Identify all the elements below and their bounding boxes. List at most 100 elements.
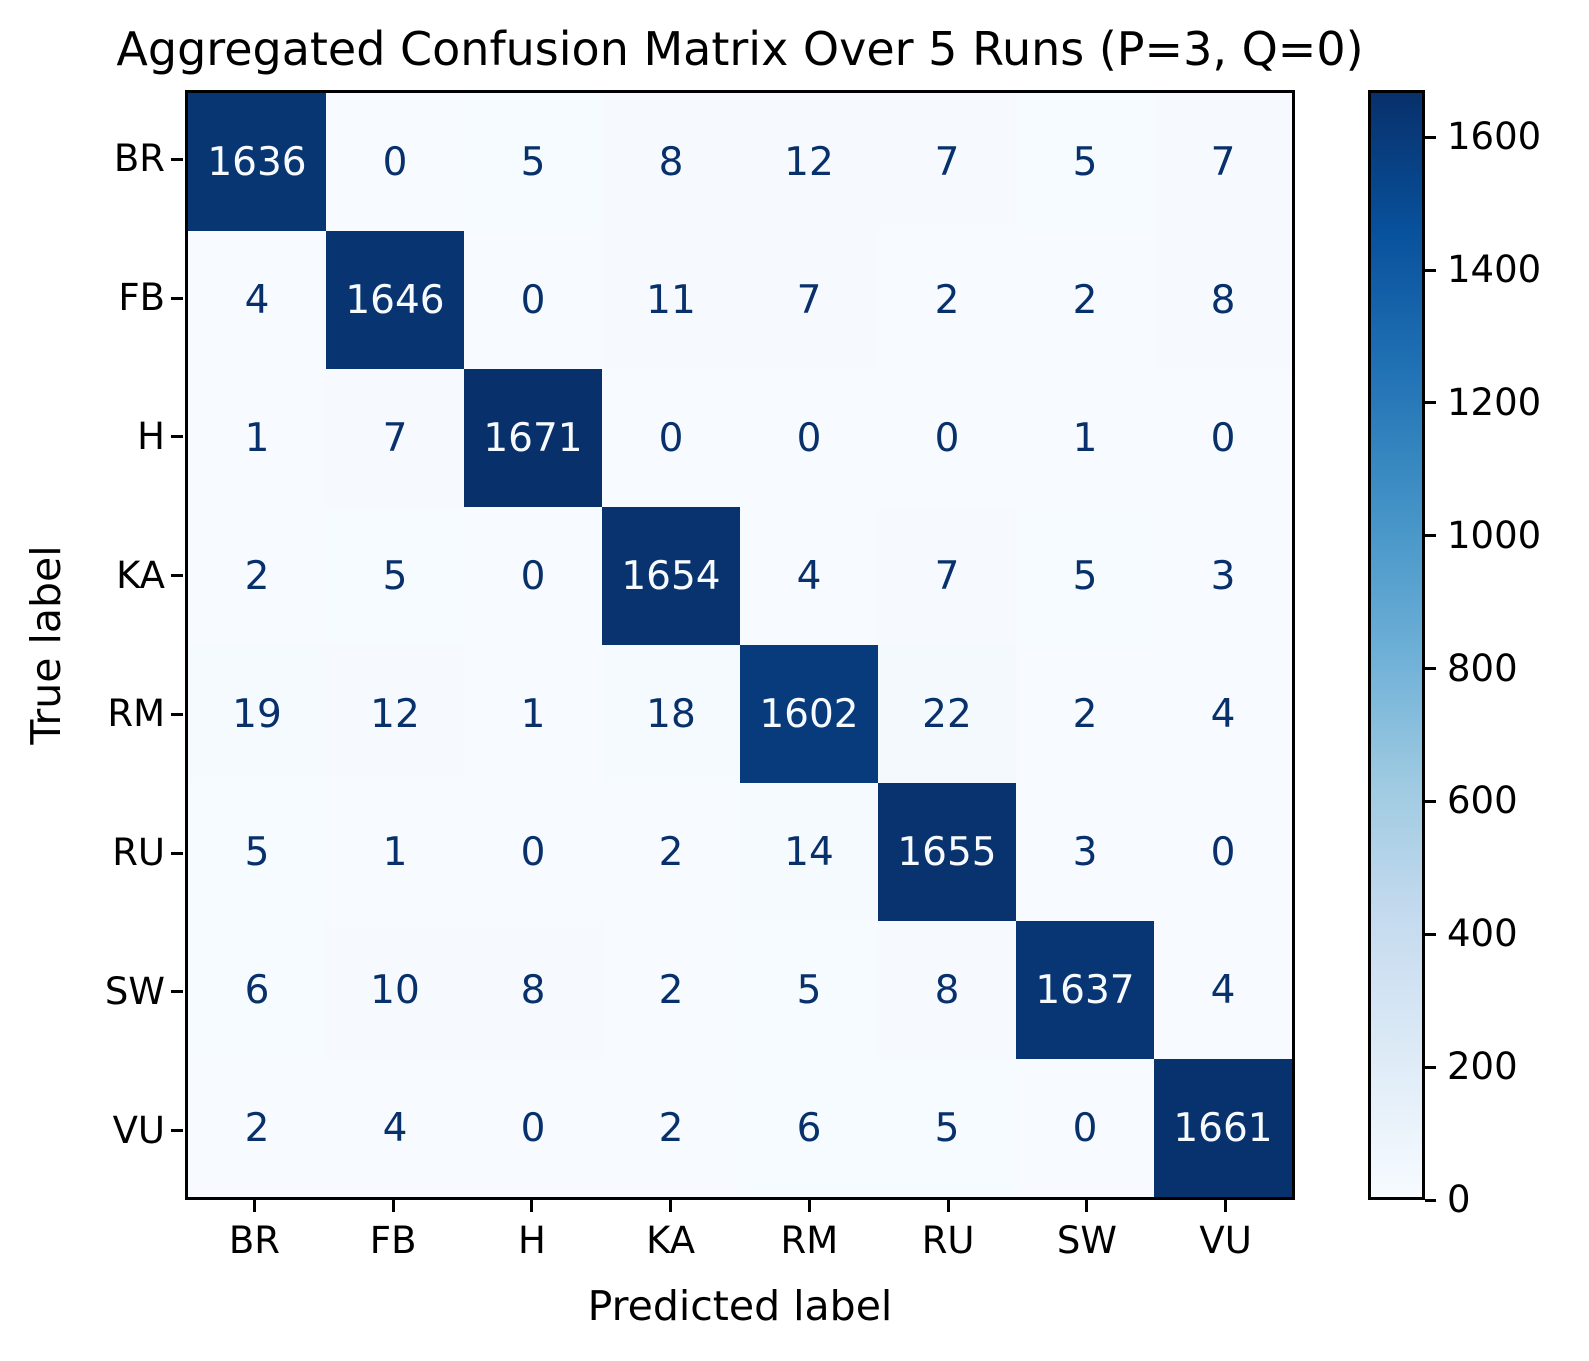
colorbar-tick xyxy=(1425,932,1436,936)
x-tick xyxy=(807,1200,811,1212)
matrix-cell-VU-RM: 6 xyxy=(740,1059,878,1197)
matrix-cell-RU-H: 0 xyxy=(464,783,602,921)
matrix-cell-KA-RU: 7 xyxy=(878,507,1016,645)
colorbar-tick xyxy=(1425,667,1436,671)
matrix-cell-FB-VU: 8 xyxy=(1154,231,1292,369)
matrix-cell-RM-KA: 18 xyxy=(602,645,740,783)
colorbar-tick xyxy=(1425,1198,1436,1202)
y-tick xyxy=(171,296,183,300)
y-tick-label-RU: RU xyxy=(112,831,165,875)
y-axis-label: True label xyxy=(22,545,70,745)
x-tick-label-RM: RM xyxy=(780,1219,839,1262)
matrix-cell-RU-RU: 1655 xyxy=(878,783,1016,921)
matrix-cell-SW-H: 8 xyxy=(464,921,602,1059)
matrix-cell-SW-VU: 4 xyxy=(1154,921,1292,1059)
colorbar-tick-label-0: 0 xyxy=(1447,1178,1471,1221)
matrix-cell-FB-KA: 11 xyxy=(602,231,740,369)
y-tick-label-H: H xyxy=(137,414,165,458)
colorbar-tick-label-400: 400 xyxy=(1447,912,1518,956)
matrix-cell-H-H: 1671 xyxy=(464,369,602,507)
x-tick xyxy=(946,1200,950,1212)
matrix-cell-H-RM: 0 xyxy=(740,369,878,507)
matrix-cell-RM-BR: 19 xyxy=(188,645,326,783)
matrix-cell-RM-RU: 22 xyxy=(878,645,1016,783)
matrix-cell-BR-VU: 7 xyxy=(1154,93,1292,231)
matrix-cell-RU-RM: 14 xyxy=(740,783,878,921)
matrix-cell-VU-RU: 5 xyxy=(878,1059,1016,1197)
y-tick xyxy=(171,435,183,439)
colorbar-tick-label-800: 800 xyxy=(1447,646,1518,690)
matrix-cell-BR-H: 5 xyxy=(464,93,602,231)
matrix-cell-RM-SW: 2 xyxy=(1016,645,1154,783)
x-tick xyxy=(391,1200,395,1212)
matrix-cell-BR-FB: 0 xyxy=(326,93,464,231)
matrix-cell-FB-RU: 2 xyxy=(878,231,1016,369)
x-tick-label-SW: SW xyxy=(1056,1219,1117,1262)
x-tick xyxy=(669,1200,673,1212)
colorbar-tick xyxy=(1425,401,1436,405)
y-tick xyxy=(171,574,183,578)
matrix-cell-SW-RM: 5 xyxy=(740,921,878,1059)
matrix-cell-H-BR: 1 xyxy=(188,369,326,507)
x-axis-label: Predicted label xyxy=(587,1282,893,1330)
matrix-cell-SW-FB: 10 xyxy=(326,921,464,1059)
y-tick-label-FB: FB xyxy=(118,276,165,320)
y-tick-label-SW: SW xyxy=(104,969,165,1013)
colorbar-tick-label-1600: 1600 xyxy=(1447,115,1542,159)
matrix-cell-FB-SW: 2 xyxy=(1016,231,1154,369)
colorbar-tick-label-200: 200 xyxy=(1447,1045,1518,1089)
y-tick xyxy=(171,851,183,855)
matrix-cell-BR-SW: 5 xyxy=(1016,93,1154,231)
matrix-cell-KA-SW: 5 xyxy=(1016,507,1154,645)
matrix-cell-SW-SW: 1637 xyxy=(1016,921,1154,1059)
x-tick-label-KA: KA xyxy=(646,1219,696,1262)
y-tick xyxy=(171,712,183,716)
matrix-cell-VU-VU: 1661 xyxy=(1154,1059,1292,1197)
y-tick-label-VU: VU xyxy=(112,1108,165,1152)
matrix-cell-KA-H: 0 xyxy=(464,507,602,645)
matrix-cell-RM-FB: 12 xyxy=(326,645,464,783)
matrix-cell-RU-BR: 5 xyxy=(188,783,326,921)
colorbar-tick xyxy=(1425,1065,1436,1069)
colorbar-tick xyxy=(1425,534,1436,538)
matrix-cell-KA-BR: 2 xyxy=(188,507,326,645)
x-tick-label-H: H xyxy=(517,1219,546,1262)
matrix-cell-VU-FB: 4 xyxy=(326,1059,464,1197)
colorbar-tick-label-1000: 1000 xyxy=(1447,513,1542,557)
matrix-cell-H-RU: 0 xyxy=(878,369,1016,507)
matrix-cell-H-FB: 7 xyxy=(326,369,464,507)
matrix-cell-RM-H: 1 xyxy=(464,645,602,783)
y-tick xyxy=(171,157,183,161)
colorbar-tick-label-600: 600 xyxy=(1447,779,1518,823)
matrix-cell-BR-RU: 7 xyxy=(878,93,1016,231)
matrix-cell-SW-KA: 2 xyxy=(602,921,740,1059)
matrix-cell-BR-RM: 12 xyxy=(740,93,878,231)
matrix-cell-SW-BR: 6 xyxy=(188,921,326,1059)
y-tick-label-KA: KA xyxy=(116,553,165,597)
y-tick-label-BR: BR xyxy=(113,137,165,181)
matrix-cell-H-SW: 1 xyxy=(1016,369,1154,507)
matrix-cell-FB-BR: 4 xyxy=(188,231,326,369)
y-tick-label-RM: RM xyxy=(107,692,165,736)
matrix-cell-RM-RM: 1602 xyxy=(740,645,878,783)
x-tick xyxy=(252,1200,256,1212)
matrix-cell-RU-KA: 2 xyxy=(602,783,740,921)
heatmap-cells: 1636 0 5 8 12 7 5 7 4 1646 0 11 7 2 2 8 1 7 1671 0 0 0 1 0 2 5 0 16… xyxy=(188,93,1292,1197)
matrix-cell-VU-KA: 2 xyxy=(602,1059,740,1197)
matrix-cell-KA-FB: 5 xyxy=(326,507,464,645)
matrix-cell-BR-BR: 1636 xyxy=(188,93,326,231)
matrix-cell-H-KA: 0 xyxy=(602,369,740,507)
matrix-cell-VU-BR: 2 xyxy=(188,1059,326,1197)
matrix-cell-KA-VU: 3 xyxy=(1154,507,1292,645)
matrix-cell-FB-FB: 1646 xyxy=(326,231,464,369)
matrix-cell-RU-SW: 3 xyxy=(1016,783,1154,921)
matrix-cell-BR-KA: 8 xyxy=(602,93,740,231)
matrix-cell-FB-RM: 7 xyxy=(740,231,878,369)
heatmap-axes: 1636 0 5 8 12 7 5 7 4 1646 0 11 7 2 2 8 1 7 1671 0 0 0 1 0 2 5 0 16… xyxy=(185,90,1295,1200)
colorbar-tick-label-1400: 1400 xyxy=(1447,248,1542,292)
colorbar-tick-label-1200: 1200 xyxy=(1447,380,1542,424)
matrix-cell-H-VU: 0 xyxy=(1154,369,1292,507)
colorbar xyxy=(1368,90,1425,1200)
matrix-cell-VU-H: 0 xyxy=(464,1059,602,1197)
x-tick xyxy=(530,1200,534,1212)
